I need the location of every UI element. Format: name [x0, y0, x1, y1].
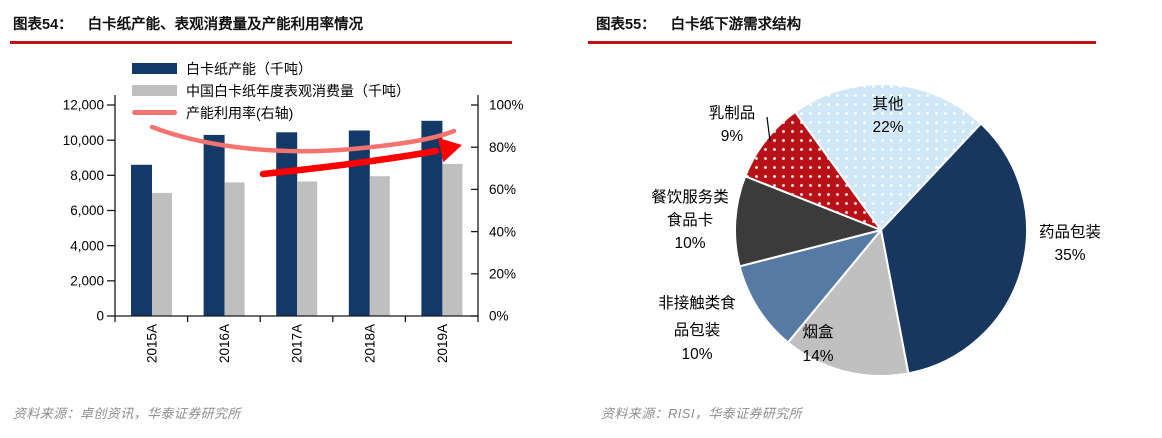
legend-label-utilization: 产能利用率(右轴): [186, 104, 294, 121]
pie-slice-dairy: [744, 110, 882, 231]
left-axis-tick-label: 0: [96, 309, 104, 324]
x-category-label: 2018A: [362, 324, 377, 363]
pie-slice-cigarette-box: [786, 229, 910, 377]
legend-label-consumption: 中国白卡纸年度表观消费量（千吨）: [186, 82, 410, 99]
pie-label-pharma-packaging: 药品包装: [1039, 223, 1101, 241]
right-axis-tick-label: 20%: [489, 267, 516, 282]
left-axis-tick-label: 8,000: [70, 168, 104, 183]
bar-consumption-2015A: [152, 192, 172, 316]
figure-55-panel: 图表55： 白卡纸下游需求结构 其他 22% 药品包装 35% 烟盒 14% 非接触类食品包…: [581, 0, 1162, 438]
x-category-label: 2019A: [435, 324, 450, 363]
pie-label-other: 其他: [872, 95, 903, 113]
left-axis-tick-label: 12,000: [63, 98, 104, 113]
bar-capacity-2019A: [421, 120, 443, 316]
right-axis-tick-label: 40%: [489, 224, 516, 239]
figure-54-title-underline: [10, 41, 512, 44]
bar-consumption-2016A: [224, 182, 245, 316]
trend-up-arrow-shaft: [259, 147, 440, 178]
left-axis-tick-label: 4,000: [70, 238, 104, 253]
right-axis-tick-label: 60%: [489, 182, 516, 197]
pie-label-food-service-card: 餐饮服务类: [651, 188, 729, 206]
figure-54-panel: 图表54： 白卡纸产能、表观消费量及产能利用率情况 0 2,000 4,000 6,0…: [10, 13, 524, 421]
bar-consumption-2018A: [369, 176, 390, 316]
pie-label-food-service-card: 食品卡: [667, 211, 714, 229]
figure-55-header: 图表55： 白卡纸下游需求结构: [596, 13, 801, 34]
pie-label-food-service-card: 10%: [674, 235, 705, 252]
figure-55-source: 资料来源：RISI，华泰证券研究所: [601, 406, 803, 421]
capacity-consumption-utilization-chart: 0 2,000 4,000 6,000 8,000 10,000 12,000 0% 20% 40…: [63, 95, 524, 363]
legend-item-capacity: 白卡纸产能（千吨）: [132, 60, 410, 77]
pie-label-non-contact-food-packaging: 10%: [681, 346, 712, 363]
x-category-label: 2017A: [290, 324, 305, 363]
left-axis-tick-label: 6,000: [70, 203, 104, 218]
figure-54-number: 图表54：: [13, 17, 73, 33]
bar-capacity-2017A: [276, 132, 298, 316]
x-category-label: 2015A: [145, 324, 160, 363]
left-axis-tick-label: 2,000: [70, 274, 104, 289]
bar-capacity-2018A: [348, 130, 370, 316]
figure-54-header: 图表54： 白卡纸产能、表观消费量及产能利用率情况: [13, 13, 363, 34]
pie-label-cigarette-box: 14%: [802, 348, 833, 365]
legend-item-consumption: 中国白卡纸年度表观消费量（千吨）: [132, 82, 410, 99]
right-axis-tick-label: 0%: [489, 309, 509, 324]
figure-54-source: 资料来源：卓创资讯，华泰证券研究所: [13, 406, 241, 421]
trend-up-arrow-head: [437, 137, 462, 163]
legend-item-utilization: 产能利用率(右轴): [132, 104, 410, 121]
figure-55-title: 白卡纸下游需求结构: [670, 17, 802, 33]
x-category-label: 2016A: [217, 324, 232, 363]
utilization-trend-curve: [149, 124, 457, 154]
pie-slice-food-service-card: [734, 175, 882, 268]
legend-swatch-capacity: [132, 63, 177, 74]
left-axis-tick-label: 10,000: [63, 133, 104, 148]
bar-capacity-2016A: [203, 134, 225, 316]
pie-label-pharma-packaging: 35%: [1054, 247, 1085, 264]
pie-label-cigarette-box: 烟盒: [802, 323, 834, 341]
legend-swatch-utilization: [132, 110, 177, 115]
figure-54-title: 白卡纸产能、表观消费量及产能利用率情况: [87, 17, 364, 33]
right-axis-tick-label: 80%: [489, 140, 516, 155]
pie-label-non-contact-food-packaging: 品包装: [674, 321, 721, 339]
pie-label-dairy: 9%: [721, 128, 744, 145]
legend-swatch-consumption: [132, 85, 177, 96]
figure-54-legend: 白卡纸产能（千吨） 中国白卡纸年度表观消费量（千吨） 产能利用率(右轴): [132, 61, 410, 127]
legend-label-capacity: 白卡纸产能（千吨）: [186, 60, 312, 77]
pie-label-other: 22%: [872, 119, 903, 136]
pie-label-dairy: 乳制品: [709, 104, 756, 122]
dairy-label-leader-line: [766, 116, 771, 142]
bar-consumption-2017A: [297, 181, 318, 316]
bar-capacity-2015A: [131, 164, 152, 316]
right-axis-tick-label: 100%: [489, 98, 524, 113]
bar-consumption-2019A: [442, 163, 463, 316]
pie-slice-other: [794, 83, 982, 231]
pie-label-non-contact-food-packaging: 非接触类食: [658, 294, 736, 312]
figure-55-title-underline: [588, 41, 1096, 44]
figure-55-number: 图表55：: [596, 17, 656, 33]
pie-slice-pharma-packaging: [880, 122, 1028, 375]
